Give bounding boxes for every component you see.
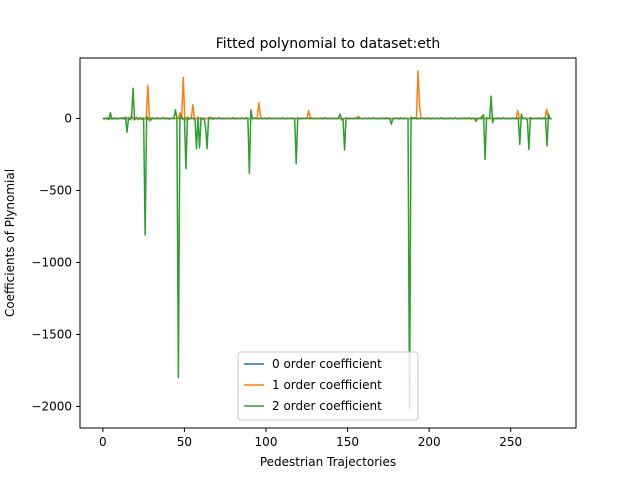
legend: 0 order coefficient 1 order coefficient 2 …	[237, 351, 419, 421]
y-tick-label: −1000	[31, 255, 72, 269]
x-tick-label: 250	[499, 435, 522, 449]
legend-label-1: 1 order coefficient	[272, 378, 382, 392]
series-line-2	[102, 87, 552, 412]
y-tick-label: −1500	[31, 327, 72, 341]
x-tick-label: 200	[418, 435, 441, 449]
legend-entries: 0 order coefficient 1 order coefficient 2 …	[244, 357, 382, 413]
x-tick-label: 0	[99, 435, 107, 449]
legend-label-2: 2 order coefficient	[272, 399, 382, 413]
legend-label-0: 0 order coefficient	[272, 357, 382, 371]
x-tick-label: 50	[177, 435, 192, 449]
x-axis-label: Pedestrian Trajectories	[260, 455, 396, 469]
x-axis-ticks: 0 50 100 150 200 250	[99, 428, 522, 449]
series-layer	[102, 70, 552, 412]
y-tick-label: −500	[39, 183, 72, 197]
y-axis-label: Coefficients of Plynomial	[3, 169, 17, 317]
y-tick-label: −2000	[31, 399, 72, 413]
x-tick-label: 100	[255, 435, 278, 449]
x-tick-label: 150	[336, 435, 359, 449]
axes-frame	[79, 57, 577, 429]
legend-frame	[237, 351, 419, 421]
y-tick-label: 0	[64, 111, 72, 125]
y-axis-ticks: 0 −500 −1000 −1500 −2000	[31, 111, 80, 413]
chart-title: Fitted polynomial to dataset:eth	[216, 36, 441, 52]
